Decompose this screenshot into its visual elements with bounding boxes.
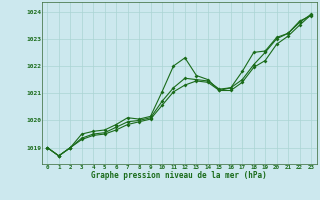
- X-axis label: Graphe pression niveau de la mer (hPa): Graphe pression niveau de la mer (hPa): [91, 171, 267, 180]
